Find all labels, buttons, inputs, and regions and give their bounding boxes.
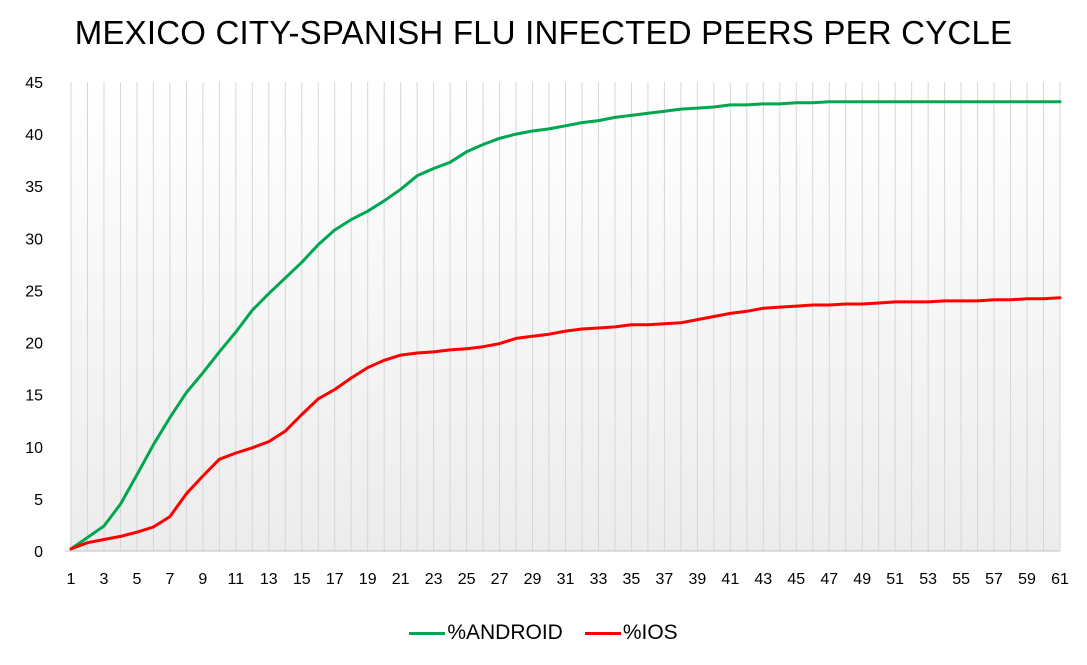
x-tick-label: 41 bbox=[721, 571, 739, 588]
x-tick-label: 49 bbox=[853, 571, 871, 588]
x-tick-label: 59 bbox=[1018, 571, 1036, 588]
legend-label-ios: %IOS bbox=[622, 621, 678, 644]
y-tick-label: 20 bbox=[25, 336, 43, 353]
legend-item-android: %ANDROID bbox=[409, 621, 563, 645]
x-tick-label: 31 bbox=[557, 571, 575, 588]
x-tick-label: 23 bbox=[425, 571, 443, 588]
x-tick-label: 37 bbox=[656, 571, 674, 588]
x-tick-label: 1 bbox=[67, 571, 76, 588]
x-tick-label: 61 bbox=[1051, 571, 1069, 588]
x-tick-label: 21 bbox=[392, 571, 410, 588]
x-tick-label: 9 bbox=[198, 571, 207, 588]
x-tick-label: 5 bbox=[132, 571, 141, 588]
x-tick-label: 53 bbox=[919, 571, 937, 588]
gridlines bbox=[70, 82, 1061, 551]
legend-item-ios: %IOS bbox=[584, 621, 678, 645]
x-tick-label: 17 bbox=[326, 571, 344, 588]
x-tick-label: 11 bbox=[228, 571, 245, 588]
x-tick-label: 55 bbox=[952, 571, 970, 588]
x-tick-label: 19 bbox=[359, 571, 377, 588]
x-tick-label: 39 bbox=[688, 571, 706, 588]
x-tick-label: 3 bbox=[100, 571, 109, 588]
x-tick-label: 33 bbox=[590, 571, 608, 588]
y-tick-label: 10 bbox=[25, 440, 43, 457]
x-tick-label: 13 bbox=[260, 571, 278, 588]
x-tick-label: 57 bbox=[985, 571, 1003, 588]
x-tick-label: 45 bbox=[787, 571, 805, 588]
y-tick-label: 35 bbox=[25, 179, 43, 196]
x-tick-label: 29 bbox=[524, 571, 542, 588]
legend-swatch-ios bbox=[584, 631, 621, 635]
x-tick-label: 27 bbox=[491, 571, 509, 588]
y-tick-label: 0 bbox=[34, 544, 43, 561]
y-tick-label: 25 bbox=[25, 283, 43, 300]
legend-swatch-android bbox=[409, 631, 446, 635]
y-tick-label: 30 bbox=[25, 231, 43, 248]
x-tick-label: 15 bbox=[293, 571, 311, 588]
y-tick-label: 40 bbox=[25, 127, 43, 144]
legend-label-android: %ANDROID bbox=[447, 621, 563, 644]
x-tick-label: 43 bbox=[754, 571, 772, 588]
x-tick-label: 47 bbox=[820, 571, 838, 588]
series-line-ios bbox=[69, 296, 1062, 551]
x-tick-label: 25 bbox=[458, 571, 476, 588]
y-tick-label: 45 bbox=[25, 75, 43, 92]
x-tick-label: 35 bbox=[623, 571, 641, 588]
series-line-android bbox=[69, 100, 1062, 551]
series-lines bbox=[69, 100, 1062, 551]
y-tick-label: 5 bbox=[34, 492, 43, 509]
legend: %ANDROID %IOS bbox=[0, 621, 1087, 645]
x-tick-label: 51 bbox=[886, 571, 904, 588]
chart-title: MEXICO CITY-SPANISH FLU INFECTED PEERS P… bbox=[74, 14, 1013, 51]
y-tick-label: 15 bbox=[25, 388, 43, 405]
x-tick-label: 7 bbox=[165, 571, 174, 588]
